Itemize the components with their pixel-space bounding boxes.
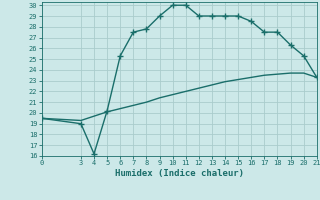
X-axis label: Humidex (Indice chaleur): Humidex (Indice chaleur)	[115, 169, 244, 178]
